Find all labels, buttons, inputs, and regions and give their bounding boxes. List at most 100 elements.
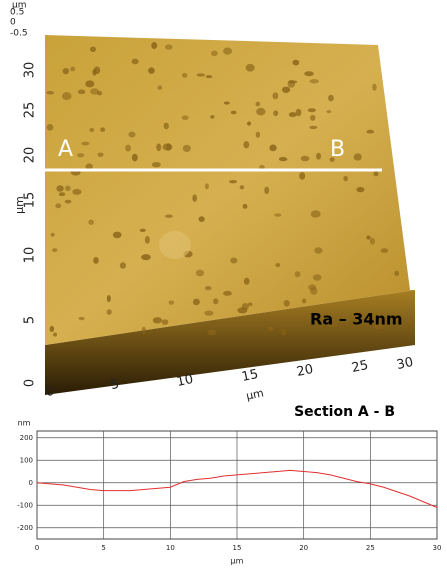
pit [269, 144, 277, 152]
pit [230, 110, 237, 115]
pit [182, 72, 188, 78]
pit [131, 58, 139, 65]
pit [56, 185, 64, 192]
pit [312, 274, 322, 281]
pit [151, 41, 158, 50]
pit [330, 317, 338, 322]
pit [205, 75, 213, 79]
z-tick-label: 0.5 [10, 8, 24, 18]
pit [223, 101, 230, 105]
pit [310, 210, 321, 218]
x-tick-label: 0 [44, 384, 55, 400]
y-tick-label: 200 [20, 434, 33, 442]
x-tick-label: 20 [295, 362, 314, 380]
pit [299, 172, 306, 180]
pit [106, 309, 112, 315]
pit [157, 85, 163, 90]
pit [292, 59, 300, 66]
pit [308, 284, 317, 291]
z-unit: µm [12, 1, 27, 11]
y-unit: µm [13, 196, 26, 214]
y-tick-label: -100 [17, 501, 33, 509]
pit [281, 329, 287, 336]
pit [326, 110, 332, 114]
x-axis-label: µm [231, 557, 244, 566]
pit [106, 294, 111, 303]
profile-line [36, 469, 438, 508]
pit [243, 141, 250, 149]
pit [165, 214, 173, 218]
pit [241, 302, 249, 310]
pit [283, 299, 290, 307]
y-tick-label: -200 [17, 524, 33, 532]
pit [301, 298, 307, 304]
y-tick-label: 25 [23, 102, 38, 119]
pit [141, 254, 151, 261]
surface-top [45, 35, 415, 345]
y-tick-label: 100 [20, 456, 33, 464]
pit [230, 257, 238, 264]
pit [294, 271, 301, 278]
pit [195, 269, 205, 277]
pit [204, 285, 212, 291]
pit [373, 322, 383, 330]
y-tick-label: 0 [29, 479, 33, 487]
pit [287, 79, 296, 88]
pit [151, 161, 161, 168]
pit [272, 92, 279, 100]
x-tick-label: 30 [433, 544, 442, 552]
pit [239, 185, 245, 190]
y-tick-label: 5 [23, 316, 38, 324]
pit [62, 67, 70, 75]
x-tick-label: 10 [175, 372, 194, 390]
pit [55, 203, 62, 209]
x-tick-label: 0 [35, 544, 39, 552]
x-tick-label: 25 [366, 544, 375, 552]
pit [90, 88, 100, 95]
pit [281, 86, 291, 93]
pit [242, 203, 248, 209]
pit [245, 63, 255, 72]
pit [77, 153, 85, 158]
pit [131, 153, 138, 162]
x-tick-label: 15 [240, 367, 259, 385]
pit [356, 187, 365, 193]
pit [288, 112, 297, 118]
pit [243, 277, 250, 285]
pit [275, 263, 281, 268]
pit [165, 44, 173, 50]
pit [92, 68, 97, 76]
pit [52, 332, 58, 337]
z-tick-label: -0.5 [10, 29, 28, 39]
z-tick-label: 0 [10, 18, 16, 28]
pit [148, 67, 155, 74]
pit [85, 163, 93, 170]
label-b: B [330, 137, 345, 162]
pit [309, 114, 316, 121]
pit [85, 80, 95, 88]
pit [309, 79, 319, 84]
pit [304, 71, 314, 77]
pit [274, 213, 282, 217]
pit [156, 143, 162, 152]
surface-front [45, 290, 415, 395]
pit [162, 143, 173, 151]
x-tick-label: 25 [350, 358, 369, 376]
pit [58, 192, 66, 197]
pit [181, 115, 189, 121]
pit [328, 94, 334, 102]
pit [223, 290, 232, 296]
pit [380, 248, 389, 253]
x-tick-label: 5 [109, 377, 120, 393]
pit [210, 115, 215, 119]
pit [139, 228, 146, 233]
pit [316, 152, 322, 160]
pit [51, 248, 58, 252]
pit [100, 127, 106, 132]
pit [213, 298, 219, 305]
pit [255, 101, 261, 107]
pit [229, 179, 238, 184]
pit [256, 107, 266, 116]
